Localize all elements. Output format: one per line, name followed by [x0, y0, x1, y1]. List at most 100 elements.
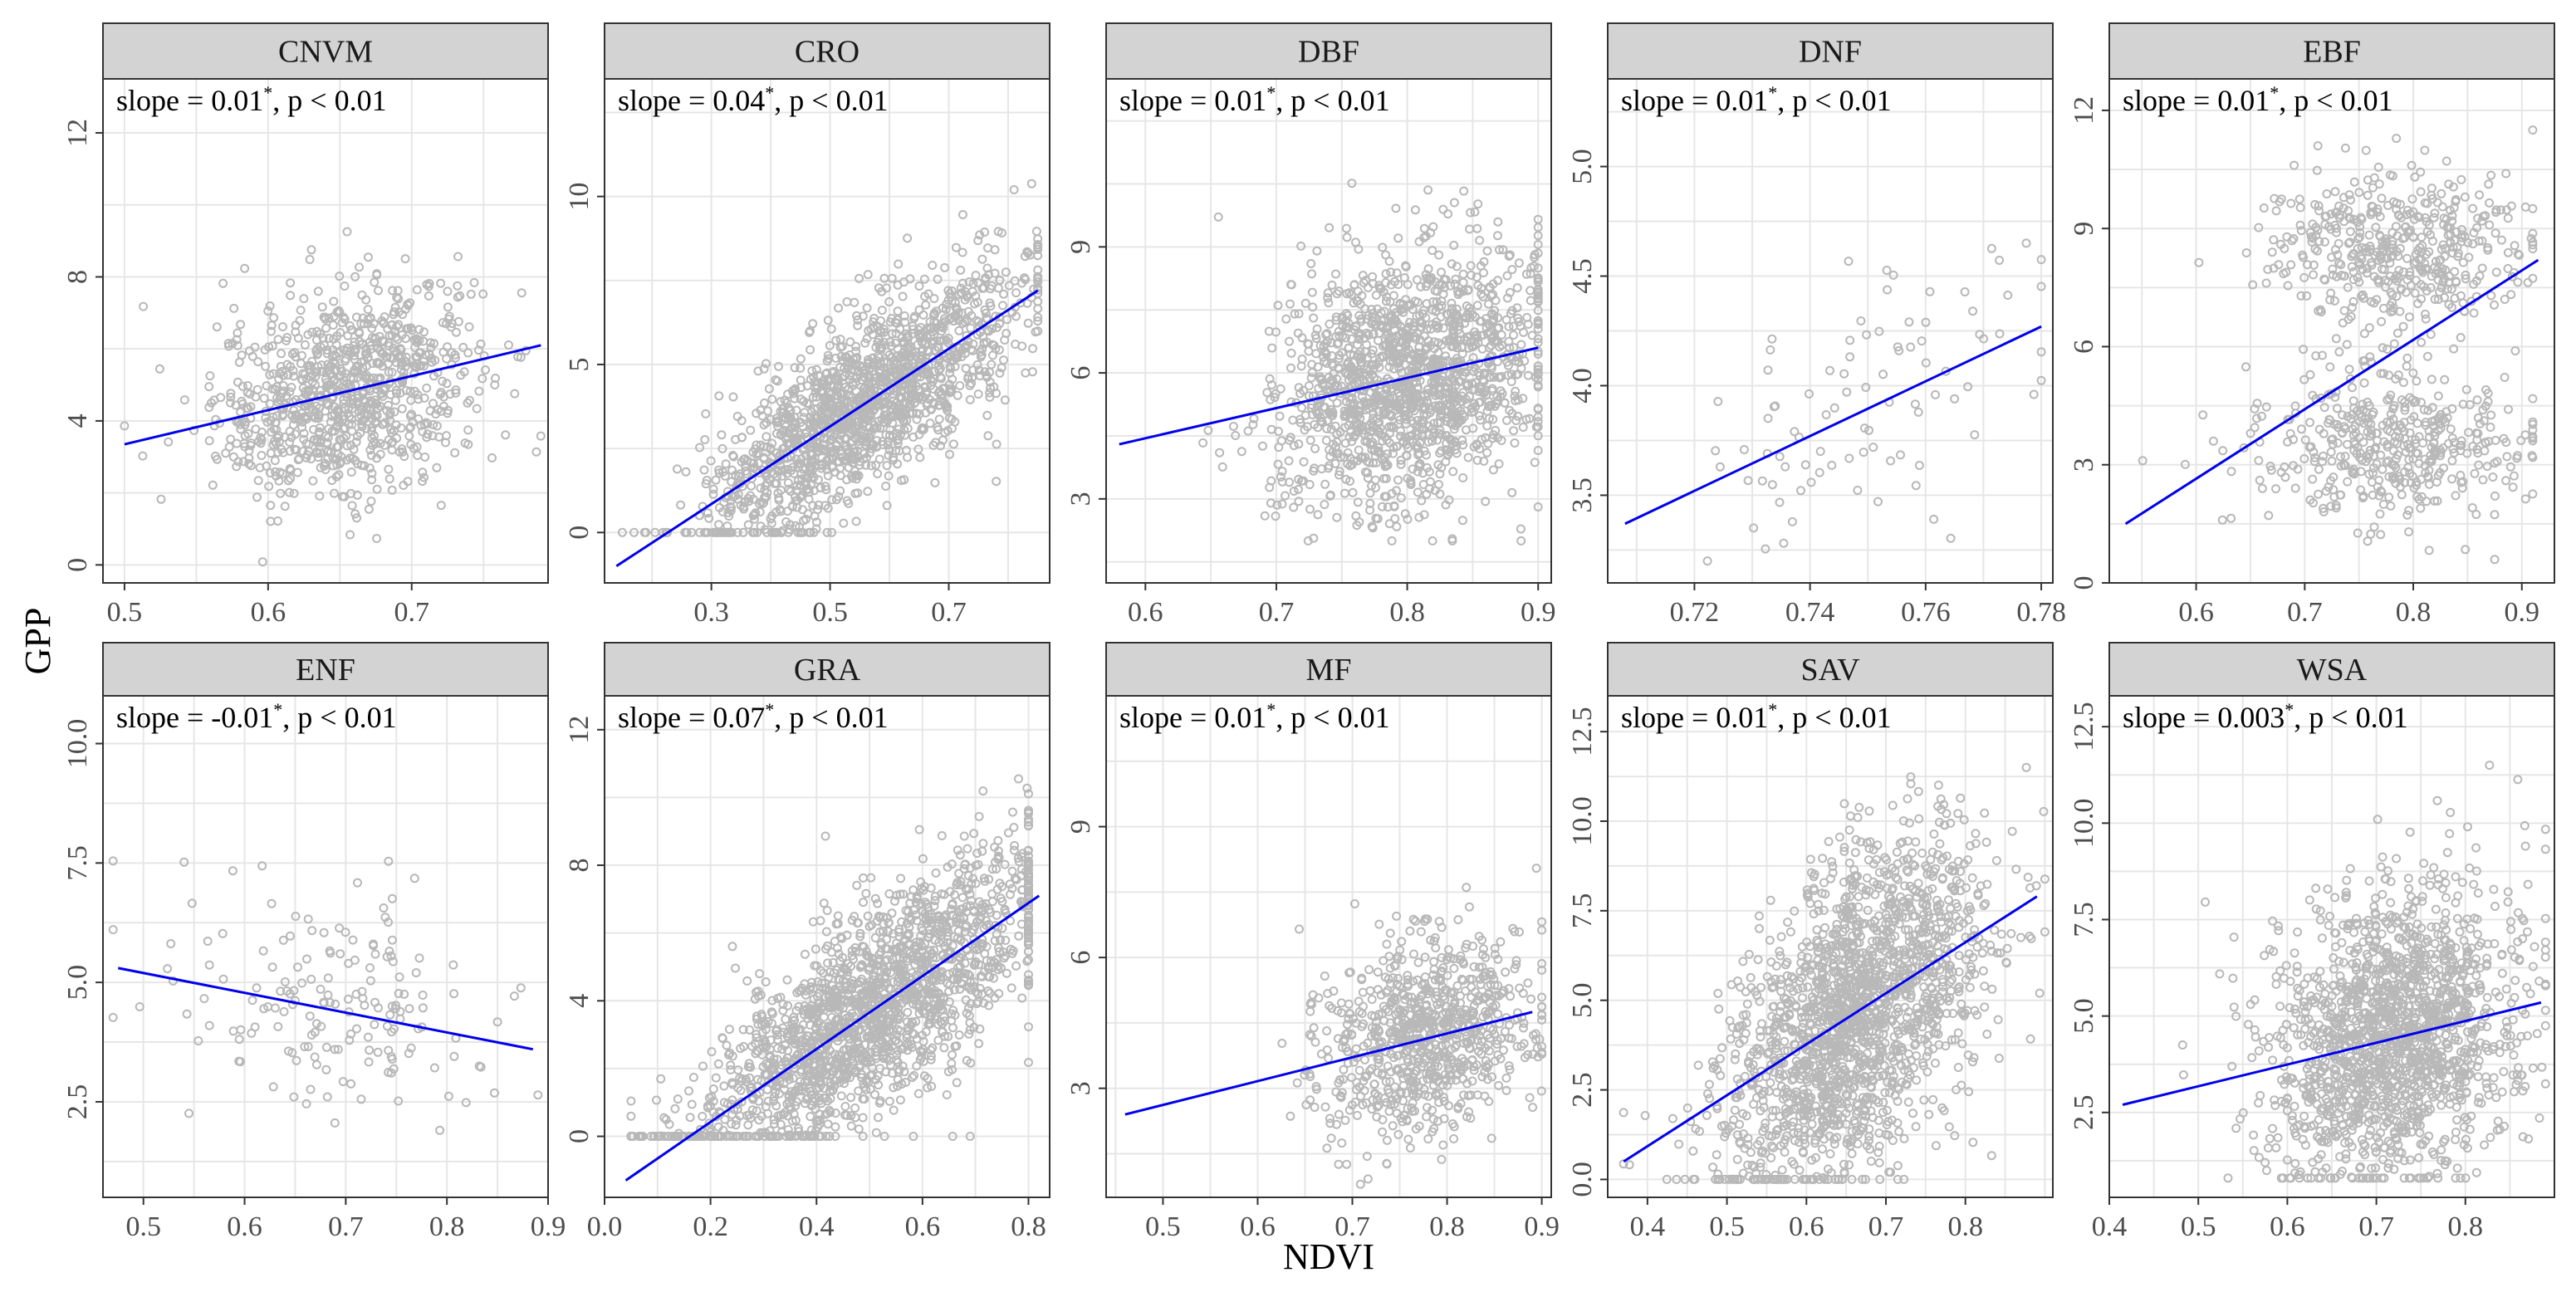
data-point — [389, 307, 399, 317]
data-point — [436, 501, 446, 511]
data-point — [827, 527, 837, 537]
data-point — [424, 281, 433, 291]
data-point — [953, 390, 962, 400]
data-point — [945, 368, 955, 378]
data-point — [823, 316, 833, 325]
x-axis-label: NDVI — [1283, 1236, 1374, 1277]
data-point — [298, 383, 308, 393]
data-point — [1896, 450, 1905, 460]
data-point — [350, 509, 360, 519]
data-point — [399, 368, 409, 378]
data-point — [2430, 208, 2440, 218]
data-point — [420, 453, 430, 462]
data-point — [2021, 238, 2031, 248]
data-point — [2436, 188, 2446, 198]
data-point — [2254, 223, 2264, 232]
data-point — [1294, 439, 1304, 449]
data-point — [312, 345, 322, 354]
data-point — [874, 454, 884, 464]
data-point — [796, 481, 806, 490]
data-point — [806, 345, 815, 355]
data-point — [438, 376, 448, 386]
data-point — [1423, 185, 1433, 195]
data-point — [294, 454, 304, 464]
data-point — [954, 325, 964, 335]
data-point — [321, 323, 331, 333]
data-point — [226, 389, 236, 399]
data-point — [1882, 266, 1892, 275]
data-point — [316, 366, 326, 376]
data-point — [334, 470, 344, 480]
data-point — [380, 440, 389, 450]
data-point — [2383, 200, 2392, 210]
data-point — [392, 321, 402, 331]
data-point — [2422, 497, 2432, 507]
data-point — [244, 459, 254, 468]
data-point — [442, 379, 452, 389]
data-point — [700, 435, 710, 444]
data-point — [346, 467, 356, 477]
data-point — [274, 476, 284, 486]
data-point — [992, 439, 1002, 449]
data-point — [617, 527, 627, 537]
data-point — [423, 429, 433, 439]
data-point — [700, 527, 709, 537]
data-point — [235, 419, 245, 429]
data-point — [2261, 278, 2271, 288]
data-point — [1757, 476, 1767, 486]
data-point — [2312, 165, 2322, 175]
data-point — [2392, 134, 2402, 144]
data-point — [1929, 514, 1939, 524]
data-point — [892, 384, 902, 394]
data-point — [936, 390, 946, 400]
data-point — [267, 341, 277, 351]
data-point — [1502, 271, 1512, 281]
data-point — [994, 345, 1004, 355]
data-point — [269, 313, 279, 323]
data-point — [879, 273, 889, 283]
data-point — [933, 274, 943, 284]
data-point — [265, 301, 275, 311]
data-point — [2427, 374, 2436, 384]
data-point — [1388, 291, 1398, 301]
data-point — [752, 409, 762, 418]
data-point — [639, 527, 649, 537]
data-point — [243, 428, 253, 438]
data-point — [1286, 299, 1295, 309]
data-point — [399, 452, 409, 462]
data-point — [372, 534, 382, 543]
data-point — [427, 357, 437, 367]
data-point — [783, 478, 793, 487]
data-point — [2464, 428, 2474, 438]
data-point — [2416, 187, 2426, 197]
data-point — [402, 324, 412, 334]
data-point — [2353, 528, 2363, 538]
data-point — [1370, 475, 1380, 485]
panel-title: DBF — [1298, 35, 1359, 70]
data-point — [676, 500, 686, 510]
data-point — [438, 401, 448, 411]
data-point — [291, 327, 301, 337]
data-point — [2269, 235, 2279, 245]
data-point — [264, 482, 274, 492]
data-point — [845, 337, 855, 347]
data-point — [760, 398, 769, 408]
data-point — [947, 286, 957, 296]
data-point — [1348, 487, 1358, 497]
data-point — [404, 431, 414, 441]
data-point — [436, 278, 446, 288]
data-point — [352, 459, 362, 469]
data-point — [1028, 344, 1038, 354]
data-point — [481, 365, 490, 374]
data-point — [1413, 487, 1423, 497]
data-point — [2437, 202, 2447, 212]
data-point — [2343, 439, 2352, 449]
data-point — [884, 450, 894, 460]
data-point — [2490, 491, 2500, 501]
data-point — [212, 454, 222, 464]
data-point — [1482, 246, 1492, 256]
data-point — [1009, 185, 1019, 194]
data-point — [2271, 484, 2280, 494]
data-point — [2475, 190, 2485, 200]
data-point — [2467, 503, 2477, 512]
